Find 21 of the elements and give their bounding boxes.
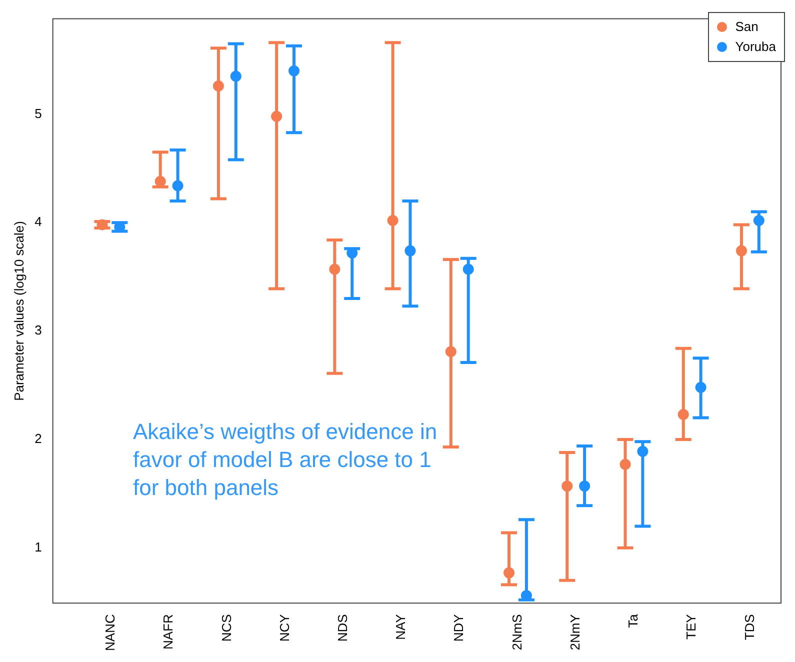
y-tick-label: 1: [34, 539, 42, 554]
x-tick-label: NDS: [334, 614, 350, 642]
y-axis-title: Parameter values (log10 scale): [11, 221, 26, 401]
x-tick-label: NDY: [451, 614, 466, 642]
annotation: Akaike’s weigths of evidence in favor of model B are close to 1 for both panels: [133, 418, 438, 502]
y-tick-label: 5: [34, 106, 42, 121]
x-tick-label: NCY: [276, 614, 292, 642]
legend-label: San: [735, 18, 758, 36]
y-tick-label: 3: [34, 322, 42, 338]
x-tick-label: TEY: [684, 614, 699, 640]
x-tick-label: 2NmY: [567, 614, 582, 650]
y-tick-label: 2: [34, 431, 42, 446]
x-tick-label: NANC: [102, 614, 118, 652]
legend-label: Yoruba: [735, 38, 776, 56]
x-tick-label: NAY: [393, 614, 408, 640]
y-tick-label: 4: [34, 214, 42, 230]
x-tick-label: NAFR: [160, 614, 176, 650]
x-tick-label: NCS: [218, 614, 234, 642]
x-tick-label: TDS: [742, 614, 757, 640]
x-tick-label: Ta: [626, 613, 641, 628]
x-tick-label: 2NmS: [509, 614, 524, 650]
